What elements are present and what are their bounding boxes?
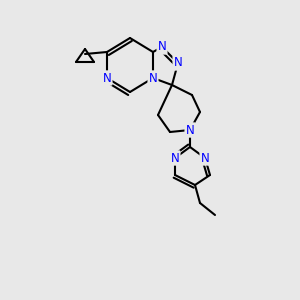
Text: N: N xyxy=(201,152,209,164)
Text: N: N xyxy=(186,124,194,136)
Text: N: N xyxy=(103,71,111,85)
Text: N: N xyxy=(148,71,158,85)
Text: N: N xyxy=(174,56,182,70)
Text: N: N xyxy=(158,40,166,53)
Text: N: N xyxy=(171,152,179,164)
